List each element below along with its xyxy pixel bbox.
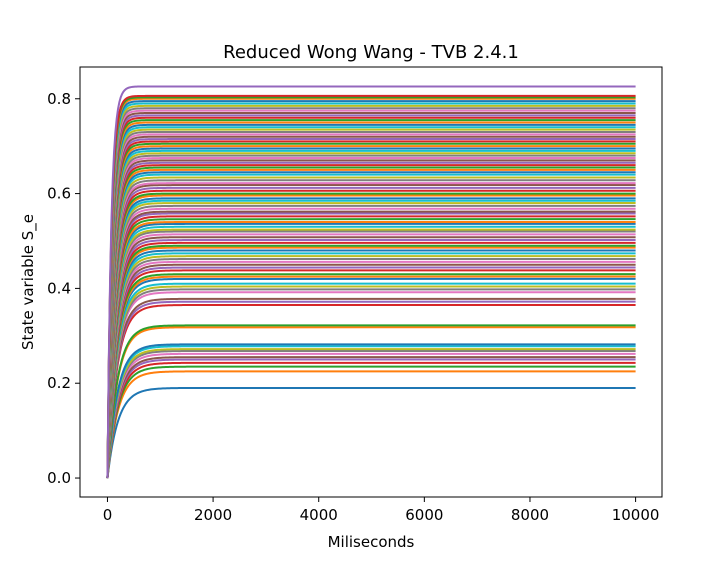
x-tick-label: 2000 bbox=[194, 506, 232, 524]
series-line bbox=[106, 85, 636, 479]
series-line bbox=[106, 297, 636, 479]
plot-frame bbox=[79, 66, 663, 498]
y-tick-label: 0.0 bbox=[47, 469, 71, 487]
series-line bbox=[106, 386, 636, 479]
y-tick-label: 0.6 bbox=[47, 185, 71, 203]
y-tick-label: 0.4 bbox=[47, 279, 71, 297]
y-tick-label: 0.2 bbox=[47, 374, 71, 392]
x-axis-label: Miliseconds bbox=[328, 533, 415, 551]
plot-area bbox=[79, 66, 663, 498]
series-line bbox=[106, 370, 636, 479]
series-line bbox=[106, 343, 636, 479]
y-axis-label: State variable S_e bbox=[19, 214, 38, 350]
x-tick-label: 4000 bbox=[300, 506, 338, 524]
y-axis-ticks: 0.0 0.2 0.4 0.6 0.8 bbox=[47, 90, 80, 487]
x-tick-label: 0 bbox=[103, 506, 113, 524]
series-line bbox=[106, 94, 636, 479]
x-axis-ticks: 0 2000 4000 6000 8000 10000 bbox=[103, 497, 660, 524]
series-group bbox=[106, 85, 636, 479]
series-line bbox=[106, 324, 636, 479]
x-tick-label: 8000 bbox=[511, 506, 549, 524]
x-tick-label: 10000 bbox=[612, 506, 660, 524]
chart-title: Reduced Wong Wang - TVB 2.4.1 bbox=[223, 42, 519, 63]
x-tick-label: 6000 bbox=[405, 506, 443, 524]
y-tick-label: 0.8 bbox=[47, 90, 71, 108]
